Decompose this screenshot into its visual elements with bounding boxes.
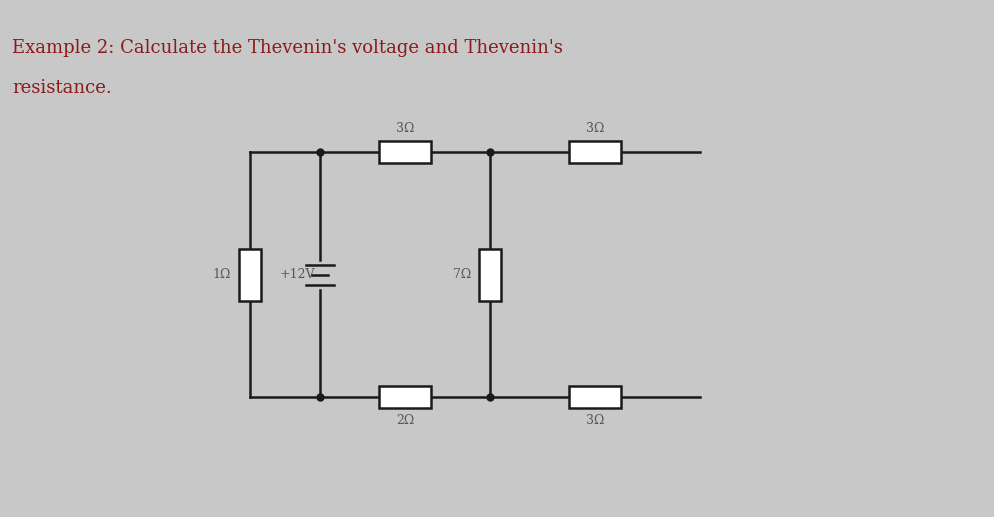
Bar [478, 249, 501, 300]
Text: 1Ω: 1Ω [213, 268, 231, 281]
Text: 3Ω: 3Ω [585, 414, 603, 427]
Bar [379, 141, 430, 163]
Text: Example 2: Calculate the Thevenin's voltage and Thevenin's: Example 2: Calculate the Thevenin's volt… [12, 39, 563, 57]
Text: 2Ω: 2Ω [396, 414, 414, 427]
Text: 7Ω: 7Ω [452, 268, 470, 281]
Text: 3Ω: 3Ω [396, 122, 414, 135]
Bar [379, 386, 430, 408]
Text: +12V: +12V [279, 268, 315, 281]
Text: 3Ω: 3Ω [585, 122, 603, 135]
Text: resistance.: resistance. [12, 79, 111, 97]
Bar [569, 141, 620, 163]
Bar [239, 249, 260, 300]
Bar [569, 386, 620, 408]
